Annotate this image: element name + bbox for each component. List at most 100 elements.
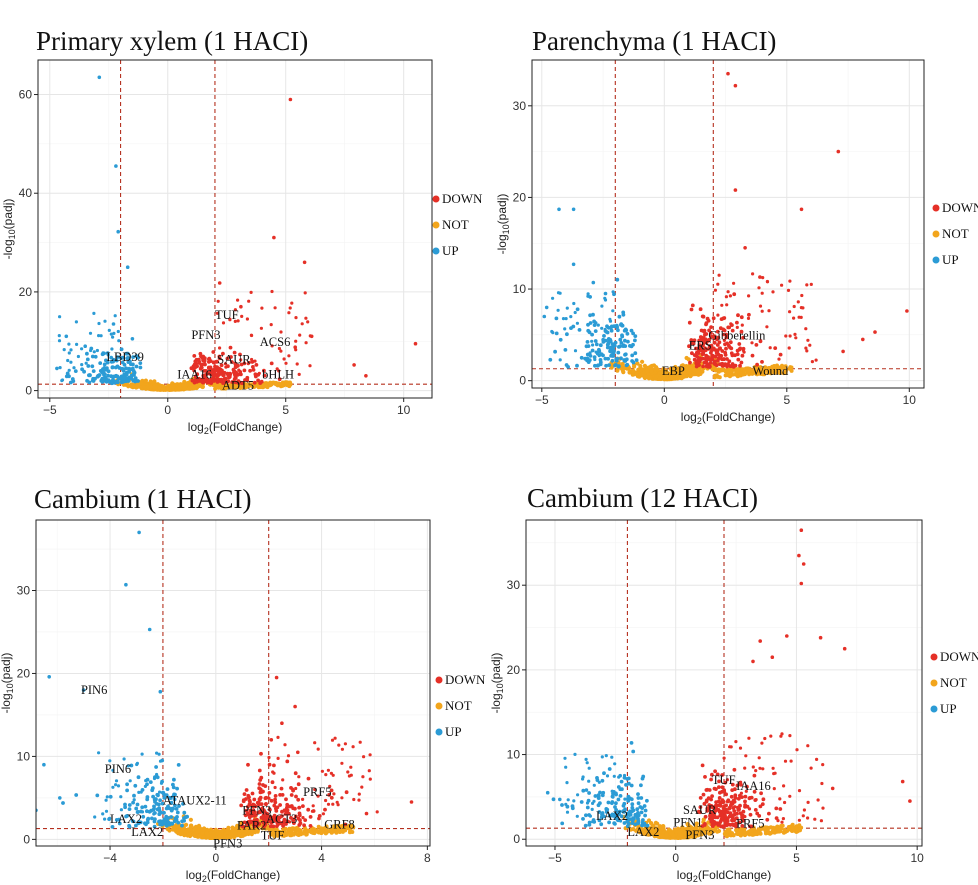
up-point [169,808,174,813]
not-point [771,825,776,830]
up-point [639,796,644,800]
down-point [703,360,708,365]
down-point [801,562,806,566]
not-point [711,829,716,834]
up-point [597,780,601,784]
not-point [757,829,762,834]
up-point [120,360,125,365]
down-point [297,823,302,827]
up-point [126,360,131,364]
up-point [107,328,111,332]
down-point [313,787,317,792]
not-point [727,829,732,834]
not-point [780,363,784,368]
down-point [248,808,253,813]
down-point [284,361,288,365]
x-tick-label: 10 [397,403,411,417]
up-point [611,342,615,346]
down-point [713,288,718,292]
up-point [619,356,623,361]
not-point [284,380,289,385]
down-point [233,319,237,323]
up-point [601,353,605,358]
up-point [595,776,599,780]
down-point [761,767,765,771]
not-point [634,370,639,375]
down-point [222,376,227,381]
down-point [778,807,783,811]
gene-label: IAA16 [177,367,212,381]
up-point [579,800,584,804]
down-point [818,635,823,640]
down-point [293,345,298,350]
up-point [91,369,96,373]
down-point [757,756,761,760]
y-tick-label: 10 [513,282,527,296]
not-point [724,833,729,838]
up-point [610,801,614,805]
legend-marker-down [932,204,940,212]
not-point [289,830,293,835]
up-point [177,804,181,808]
gene-label: ACS6 [260,335,291,349]
not-point [706,820,711,825]
gene-label: SAUR [683,803,717,817]
up-point [542,314,547,319]
up-point [619,341,624,345]
down-point [689,307,694,312]
down-point [714,800,718,804]
down-point [774,806,779,811]
up-point [136,821,141,826]
up-point [182,810,187,815]
down-point [711,316,716,321]
up-point [564,802,568,807]
down-point [760,309,764,313]
up-point [565,781,569,785]
down-point [308,364,312,368]
down-point [283,743,287,747]
y-axis-label: -log10(padj) [489,653,505,714]
not-point [270,830,275,835]
up-point [560,821,565,826]
down-point [697,343,702,347]
down-point [296,797,301,802]
down-point [708,360,713,365]
down-point [279,330,283,334]
up-point [102,362,107,367]
up-point [95,348,99,353]
up-point [573,349,578,353]
down-point [329,795,334,800]
legend-marker-up [930,705,938,713]
down-point [239,358,243,362]
down-point [320,769,324,773]
down-point [251,365,255,369]
up-point [593,339,598,343]
down-point [716,356,721,361]
up-point [135,802,140,807]
down-point [270,780,275,785]
down-point [770,655,775,659]
down-point [724,792,728,796]
down-point [727,359,732,364]
up-point [590,339,594,343]
down-point [782,784,786,788]
down-point [754,798,758,802]
not-point [755,367,760,372]
down-point [727,806,732,810]
up-point [609,326,613,331]
up-point [619,814,624,819]
up-point [611,290,615,294]
down-point [233,374,237,378]
not-point [742,833,747,838]
legend-marker-down [432,195,440,203]
up-point [588,814,593,818]
legend-marker-not [930,679,938,687]
not-point [269,827,274,832]
down-point [724,810,729,814]
up-point [575,307,580,312]
down-point [725,778,730,782]
up-point [122,375,126,380]
down-point [739,315,744,320]
down-point [743,766,747,770]
